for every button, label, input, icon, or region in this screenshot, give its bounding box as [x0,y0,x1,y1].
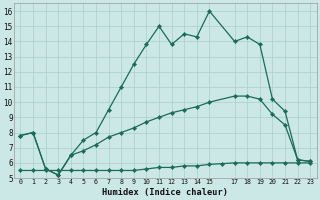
X-axis label: Humidex (Indice chaleur): Humidex (Indice chaleur) [102,188,228,197]
